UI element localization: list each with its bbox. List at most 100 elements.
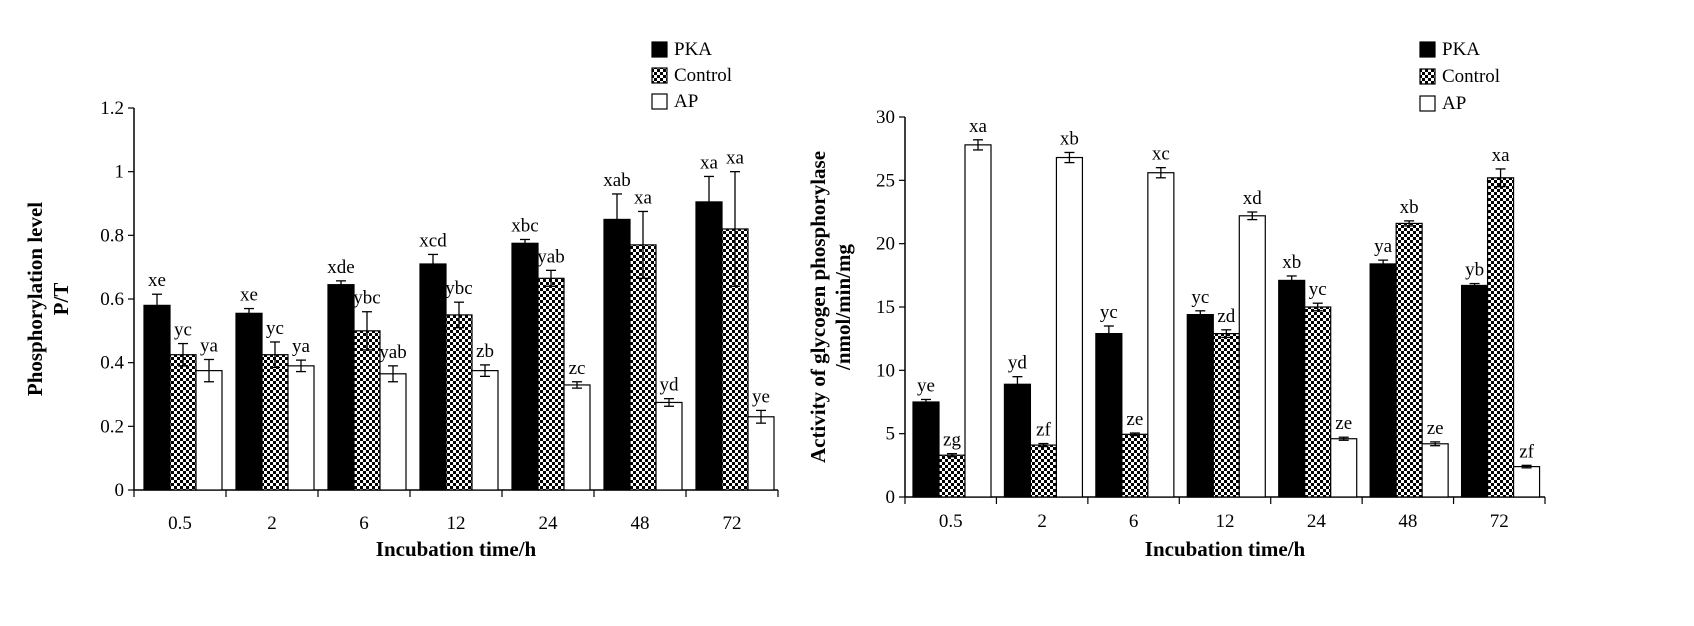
chart1-x-tick-label: 12 bbox=[447, 513, 466, 534]
chart1-bar-ap bbox=[747, 416, 775, 491]
chart2-bar-control bbox=[1029, 444, 1058, 498]
chart2-bar-ap bbox=[1147, 172, 1175, 498]
chart2-legend-label-ap: AP bbox=[1442, 93, 1466, 114]
chart2-y-tick-label: 0 bbox=[886, 487, 896, 508]
chart2-x-tick-label: 12 bbox=[1216, 511, 1235, 532]
chart2-significance-label: ze bbox=[1335, 413, 1352, 434]
chart1-bar-control bbox=[261, 354, 289, 491]
chart2-significance-label: xa bbox=[1492, 145, 1511, 166]
chart1-y-tick-label: 0 bbox=[115, 480, 125, 501]
chart2-significance-label: zf bbox=[1036, 420, 1051, 441]
left-chart-panel: 0 0.2 0.4 0.6 0.8 1 1.2 0.5 2 6 12 24 48 72 xe xe xde xcd… bbox=[23, 39, 779, 561]
chart2-bar-pka bbox=[1369, 263, 1397, 498]
chart1-x-tick-label: 72 bbox=[723, 513, 742, 534]
chart2-bar-control bbox=[1486, 177, 1515, 498]
chart2-bar-control bbox=[1395, 222, 1423, 498]
chart1-significance-label: zc bbox=[569, 358, 586, 379]
chart2-significance-label: xa bbox=[969, 116, 988, 137]
chart1-x-tick-label: 24 bbox=[539, 513, 559, 534]
chart1-significance-label: yc bbox=[174, 320, 192, 341]
chart1-bar-pka bbox=[235, 312, 263, 491]
chart1-y-tick-label: 0.8 bbox=[100, 225, 124, 246]
chart1-significance-label: xa bbox=[700, 152, 719, 173]
chart2-significance-label: ye bbox=[917, 375, 935, 396]
chart2-y-axis-title-line1: Activity of glycogen phosphorylase bbox=[806, 151, 830, 463]
chart2-bar-pka bbox=[1186, 314, 1214, 498]
chart1-y-axis-title-line1: Phosphorylation level bbox=[23, 202, 47, 396]
chart1-x-axis-title: Incubation time/h bbox=[376, 537, 537, 561]
chart1-y-tick-label: 1 bbox=[115, 162, 125, 183]
chart1-x-tick-label: 0.5 bbox=[168, 513, 192, 534]
chart1-x-tick-label: 48 bbox=[631, 513, 650, 534]
chart2-bar-ap bbox=[1330, 438, 1358, 498]
chart2-bar-ap bbox=[964, 144, 992, 498]
chart1-significance-label: xa bbox=[634, 187, 653, 208]
chart2-significance-label: yc bbox=[1309, 279, 1327, 300]
chart2-significance-label: ya bbox=[1374, 236, 1393, 257]
chart1-significance-label: xcd bbox=[419, 230, 447, 251]
chart2-bar-pka bbox=[1278, 279, 1306, 498]
chart1-bar-pka bbox=[419, 263, 447, 491]
chart1-bar-pka bbox=[327, 284, 355, 491]
chart1-significance-label: xe bbox=[148, 270, 166, 291]
chart2-x-tick-label: 2 bbox=[1037, 511, 1047, 532]
chart1-legend-label-pka: PKA bbox=[674, 39, 712, 60]
chart2-legend-swatch-ap bbox=[1419, 95, 1436, 112]
chart2-y-tick-label: 25 bbox=[876, 170, 895, 191]
chart1-bar-pka bbox=[695, 201, 723, 491]
chart1-significance-label: yc bbox=[266, 318, 284, 339]
chart2-y-tick-label: 10 bbox=[876, 360, 895, 381]
chart1-bar-pka bbox=[143, 304, 171, 491]
chart1-y-tick-label: 0.4 bbox=[100, 353, 124, 374]
chart2-x-tick-label: 24 bbox=[1307, 511, 1327, 532]
chart2-significance-label: yb bbox=[1465, 260, 1484, 281]
chart1-y-axis-title-line2: P/T bbox=[49, 283, 73, 316]
chart2-significance-label: xd bbox=[1243, 188, 1263, 209]
chart1-bar-control bbox=[169, 354, 197, 491]
chart1-significance-label: xa bbox=[726, 148, 745, 169]
chart2-significance-label: xb bbox=[1282, 252, 1301, 273]
chart1-significance-label: xab bbox=[603, 170, 630, 191]
chart2-x-tick-label: 0.5 bbox=[939, 511, 963, 532]
chart2-significance-label: yd bbox=[1008, 353, 1028, 374]
chart2-significance-label: xc bbox=[1152, 144, 1170, 165]
chart2-significance-label: ze bbox=[1126, 409, 1143, 430]
chart1-y-tick-label: 1.2 bbox=[100, 98, 124, 119]
chart2-y-tick-label: 30 bbox=[876, 107, 895, 128]
chart2-bar-ap bbox=[1055, 156, 1084, 498]
chart1-bar-ap bbox=[379, 373, 407, 491]
chart1-significance-label: yab bbox=[537, 246, 564, 267]
chart1-significance-label: zb bbox=[476, 341, 494, 362]
chart2-significance-label: zf bbox=[1519, 441, 1534, 462]
chart2-legend-label-pka: PKA bbox=[1442, 39, 1480, 60]
chart2-bar-pka bbox=[1095, 333, 1123, 498]
chart2-bar-pka bbox=[1003, 383, 1032, 498]
chart2-y-tick-label: 5 bbox=[886, 424, 896, 445]
chart1-bar-control bbox=[629, 244, 657, 491]
chart1-significance-label: ye bbox=[752, 386, 770, 407]
chart1-x-tick-label: 2 bbox=[267, 513, 277, 534]
chart1-bar-pka bbox=[511, 242, 539, 491]
chart2-legend-label-control: Control bbox=[1442, 66, 1500, 87]
chart1-significance-label: xde bbox=[327, 257, 354, 278]
chart1-x-tick-label: 6 bbox=[359, 513, 369, 534]
chart1-significance-label: yd bbox=[660, 375, 680, 396]
chart2-bar-ap bbox=[1238, 215, 1266, 498]
chart2-legend-swatch-control bbox=[1419, 68, 1436, 85]
chart1-bar-ap bbox=[195, 370, 223, 491]
chart2-significance-label: yc bbox=[1191, 287, 1209, 308]
chart2-significance-label: zg bbox=[943, 430, 961, 451]
chart2-x-tick-label: 72 bbox=[1490, 511, 1509, 532]
chart2-significance-label: ze bbox=[1427, 418, 1444, 439]
chart2-bar-control bbox=[1304, 306, 1332, 498]
chart2-bar-ap bbox=[1421, 443, 1449, 498]
chart2-significance-label: xb bbox=[1060, 128, 1079, 149]
chart2-bar-ap bbox=[1512, 466, 1541, 498]
chart1-significance-label: ya bbox=[292, 336, 311, 357]
chart1-bar-control bbox=[445, 314, 473, 491]
chart1-significance-label: ya bbox=[200, 335, 219, 356]
chart2-y-tick-label: 20 bbox=[876, 234, 895, 255]
chart1-legend-label-control: Control bbox=[674, 65, 732, 86]
